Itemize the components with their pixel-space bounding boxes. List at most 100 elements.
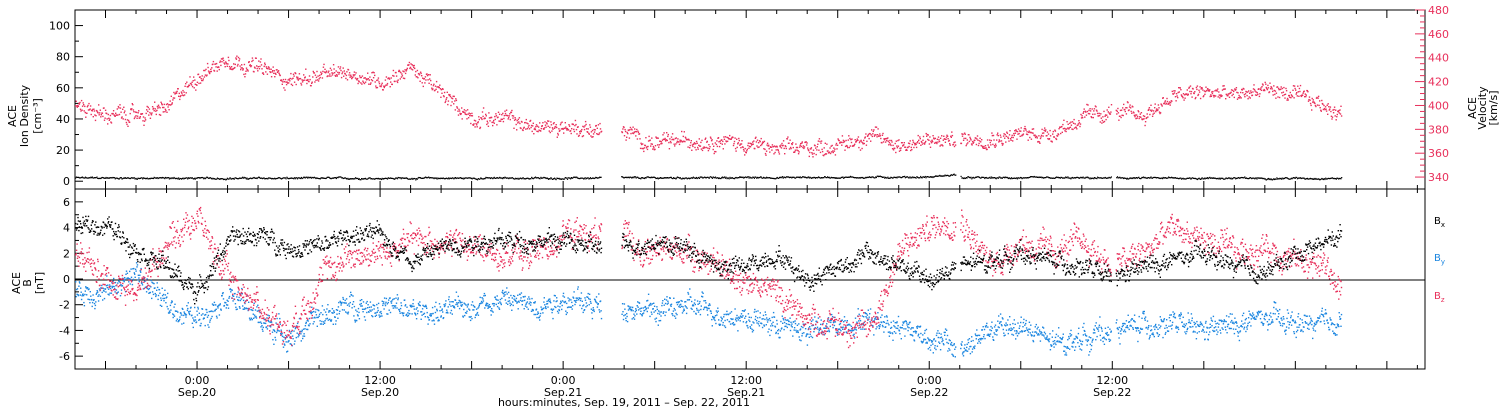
velocity-point [1329, 106, 1332, 108]
velocity-point [1106, 109, 1108, 111]
density-point [184, 177, 186, 179]
by-point [384, 304, 387, 307]
density-point [763, 177, 765, 179]
density-point [1139, 177, 1141, 179]
density-point [798, 177, 800, 179]
velocity-point [114, 115, 116, 117]
velocity-point [1178, 91, 1180, 93]
density-point [303, 176, 305, 178]
velocity-point [841, 144, 843, 146]
density-point [761, 177, 763, 179]
density-point [704, 176, 706, 178]
density-point [560, 178, 562, 180]
velocity-point [392, 74, 394, 77]
by-point [128, 278, 130, 280]
velocity-point [747, 142, 750, 144]
density-point [1282, 178, 1284, 180]
density-point [345, 177, 347, 179]
velocity-point [234, 66, 236, 69]
density-point [1178, 178, 1180, 180]
velocity-point [520, 127, 522, 130]
density-point [1060, 176, 1062, 178]
velocity-point [495, 113, 497, 115]
velocity-point [150, 114, 153, 116]
velocity-point [1129, 104, 1131, 106]
by-point [220, 309, 222, 311]
velocity-point [1269, 82, 1271, 84]
density-point [656, 177, 658, 179]
density-point [322, 177, 324, 179]
by-point [450, 305, 452, 307]
density-point [1019, 177, 1021, 179]
by-point [394, 307, 396, 309]
velocity-point [999, 134, 1002, 136]
velocity-point [225, 61, 227, 63]
density-point [912, 177, 914, 179]
by-point [192, 326, 194, 329]
velocity-point [529, 120, 531, 122]
density-point [274, 177, 276, 179]
by-point [357, 307, 360, 310]
velocity-point [998, 139, 1000, 141]
by-point [435, 301, 437, 304]
density-point [970, 176, 972, 178]
velocity-point [1000, 136, 1002, 138]
by-point [110, 292, 113, 294]
density-point [1260, 177, 1262, 179]
velocity-point [1143, 115, 1146, 118]
velocity-point [168, 109, 170, 111]
velocity-point [406, 67, 408, 70]
density-point [735, 176, 737, 179]
velocity-point [1202, 89, 1204, 91]
density-point [1190, 178, 1192, 180]
density-point [679, 177, 681, 179]
velocity-point [879, 133, 881, 135]
velocity-point [744, 154, 746, 156]
velocity-point [676, 141, 678, 144]
velocity-point [1053, 136, 1055, 138]
density-point [149, 178, 151, 180]
density-point [332, 177, 334, 179]
density-point [740, 176, 742, 178]
velocity-point [211, 67, 213, 69]
velocity-point [372, 77, 375, 79]
velocity-point [652, 148, 654, 150]
by-point [91, 305, 93, 308]
velocity-point [843, 140, 846, 142]
velocity-point [363, 82, 366, 85]
velocity-point [879, 135, 881, 137]
density-point [808, 177, 810, 179]
density-point [1096, 178, 1098, 180]
density-point [669, 176, 672, 178]
density-point [178, 177, 180, 179]
density-point [1071, 176, 1074, 179]
density-point [654, 177, 656, 179]
velocity-point [427, 79, 429, 81]
velocity-point [306, 82, 308, 85]
velocity-point [198, 82, 200, 85]
density-point [294, 178, 296, 180]
velocity-point [181, 94, 184, 96]
density-point [364, 177, 366, 179]
density-point [423, 177, 425, 179]
velocity-point [1055, 138, 1058, 141]
velocity-point [236, 65, 239, 67]
velocity-point [301, 79, 303, 81]
density-point [673, 177, 675, 179]
velocity-point [1204, 93, 1206, 95]
density-point [745, 176, 747, 178]
velocity-point [227, 63, 229, 65]
velocity-point [296, 78, 298, 80]
velocity-point [420, 72, 422, 75]
velocity-point [936, 142, 938, 145]
by-point [95, 293, 97, 295]
velocity-point [1148, 107, 1151, 109]
density-point [1241, 176, 1243, 179]
velocity-point [676, 140, 679, 142]
velocity-point [191, 81, 193, 83]
velocity-point [402, 70, 404, 72]
by-point [409, 312, 411, 315]
density-point [1264, 178, 1266, 180]
velocity-point [966, 139, 968, 141]
density-point [187, 177, 190, 179]
